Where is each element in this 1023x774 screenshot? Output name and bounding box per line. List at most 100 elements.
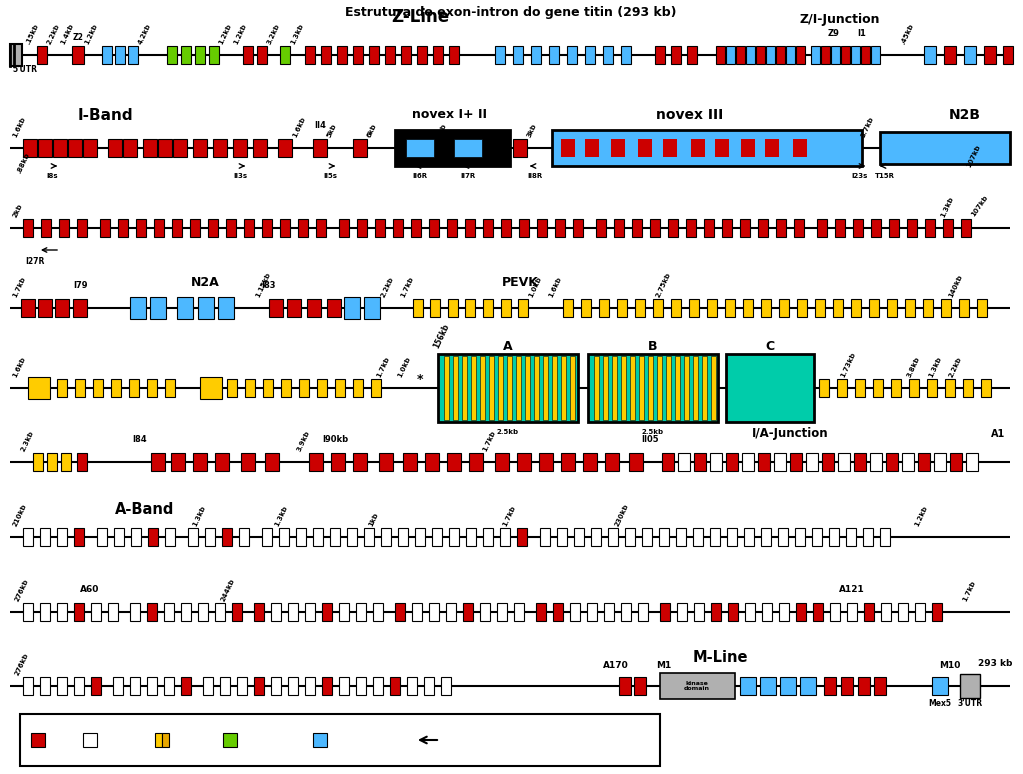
Bar — [209, 46, 219, 64]
Bar — [147, 379, 157, 397]
Bar — [53, 139, 66, 157]
Text: C: C — [765, 340, 774, 352]
Text: 6kb: 6kb — [366, 122, 377, 138]
Bar — [353, 379, 363, 397]
Text: II3s: II3s — [233, 173, 248, 179]
Bar — [666, 356, 671, 420]
Bar — [61, 453, 71, 471]
Bar — [353, 46, 363, 64]
Text: II5s: II5s — [323, 173, 337, 179]
Bar — [725, 299, 735, 317]
Bar — [889, 219, 899, 237]
Text: Ig: Ig — [56, 735, 66, 745]
Bar — [841, 677, 853, 695]
Bar — [357, 219, 367, 237]
Text: 1.4kb: 1.4kb — [60, 22, 75, 45]
Bar — [379, 453, 393, 471]
Text: 1kb: 1kb — [368, 511, 380, 527]
Text: II8R: II8R — [528, 173, 542, 179]
Bar — [758, 453, 770, 471]
Bar — [23, 528, 33, 546]
Bar — [794, 219, 804, 237]
Bar — [373, 603, 383, 621]
Bar — [874, 677, 886, 695]
Text: PEVK: PEVK — [501, 276, 538, 289]
Text: 3'UTR: 3'UTR — [958, 700, 982, 708]
Bar — [10, 44, 23, 66]
Text: PEVK: PEVK — [180, 735, 209, 745]
Bar — [655, 46, 665, 64]
Bar — [495, 453, 509, 471]
Bar — [612, 356, 617, 420]
Bar — [188, 528, 198, 546]
Bar — [501, 299, 512, 317]
Bar — [463, 603, 473, 621]
Bar — [83, 139, 97, 157]
Bar — [430, 299, 440, 317]
Text: I84: I84 — [133, 436, 147, 444]
Bar — [871, 219, 881, 237]
Bar — [75, 379, 85, 397]
Bar — [887, 299, 897, 317]
Bar — [148, 528, 158, 546]
Bar — [114, 528, 124, 546]
Text: 1.2kb: 1.2kb — [218, 22, 233, 45]
Bar — [960, 674, 980, 698]
Bar — [944, 46, 957, 64]
Text: 3.7kb: 3.7kb — [860, 115, 875, 138]
Bar — [469, 453, 483, 471]
Bar — [817, 219, 827, 237]
Bar — [262, 528, 272, 546]
Bar — [871, 46, 880, 64]
Bar — [453, 356, 458, 420]
Bar — [385, 46, 395, 64]
Bar — [961, 219, 971, 237]
Bar — [950, 453, 962, 471]
Text: 3.9kb: 3.9kb — [296, 430, 311, 452]
Bar — [726, 354, 814, 422]
Bar — [943, 219, 953, 237]
Bar — [539, 453, 553, 471]
Text: 1.6kb: 1.6kb — [292, 115, 307, 138]
Bar — [663, 139, 677, 157]
Bar — [833, 299, 843, 317]
Bar — [353, 453, 367, 471]
Bar — [241, 453, 255, 471]
Text: I8s: I8s — [46, 173, 58, 179]
Bar — [966, 453, 978, 471]
Bar — [279, 528, 290, 546]
Bar — [779, 528, 788, 546]
Bar — [715, 46, 724, 64]
Bar — [760, 677, 776, 695]
Bar — [710, 453, 722, 471]
Bar — [239, 528, 249, 546]
Bar — [413, 299, 422, 317]
Bar — [934, 453, 946, 471]
Bar — [112, 379, 121, 397]
Text: 1.73kb: 1.73kb — [840, 351, 857, 378]
Bar — [693, 356, 698, 420]
Text: I83: I83 — [261, 282, 275, 290]
Text: 1.7kb: 1.7kb — [502, 504, 517, 527]
Bar — [780, 677, 796, 695]
Text: II6R: II6R — [412, 173, 428, 179]
Bar — [621, 46, 631, 64]
Bar — [765, 139, 779, 157]
Bar — [563, 299, 573, 317]
Bar — [932, 677, 948, 695]
Text: 107kb: 107kb — [966, 143, 982, 168]
Text: .88kb: .88kb — [16, 151, 31, 174]
Text: Z-Line: Z-Line — [391, 8, 449, 26]
Bar — [741, 139, 755, 157]
Text: kinase
domain: kinase domain — [684, 680, 710, 691]
Text: 276kb: 276kb — [14, 577, 30, 602]
Bar — [552, 356, 557, 420]
Bar — [213, 139, 227, 157]
Text: 230kb: 230kb — [614, 502, 630, 527]
Bar — [417, 46, 427, 64]
Text: M1: M1 — [657, 662, 672, 670]
Bar — [448, 299, 458, 317]
Bar — [130, 297, 146, 319]
Bar — [339, 677, 349, 695]
Bar — [740, 677, 756, 695]
